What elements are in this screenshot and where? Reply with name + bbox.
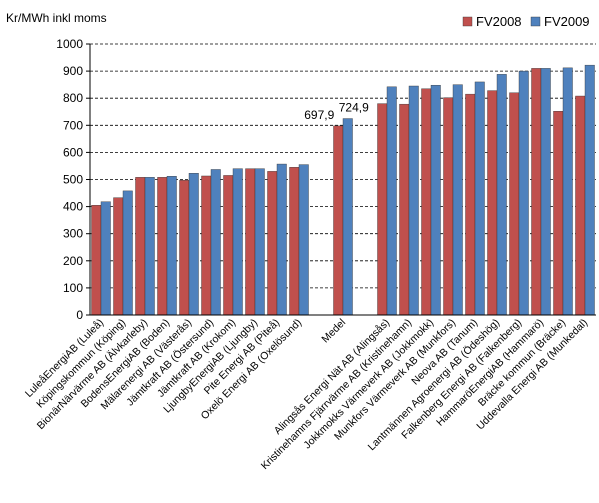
bar-fv2009 <box>144 177 155 316</box>
bar-fv2008 <box>113 197 124 316</box>
bar-fv2008 <box>91 205 102 316</box>
bar-fv2008 <box>443 97 454 316</box>
data-labels: 697,9 724,9 <box>304 101 369 122</box>
y-tick-label: 700 <box>63 118 83 132</box>
bars <box>91 64 595 316</box>
bar-fv2008 <box>553 111 564 316</box>
y-axis-label: Kr/MWh inkl moms <box>6 11 107 25</box>
bar-fv2009 <box>518 70 529 316</box>
y-tick-label: 200 <box>63 254 83 268</box>
bar-fv2008 <box>421 88 432 316</box>
bar-fv2009 <box>562 67 573 316</box>
bar-fv2009 <box>210 169 221 316</box>
bar-fv2009 <box>584 64 595 316</box>
x-tick-label: Medel <box>319 317 348 346</box>
bar-fv2009 <box>452 84 463 316</box>
bar-fv2008 <box>179 180 190 316</box>
y-tick-label: 1000 <box>56 37 83 51</box>
bar-fv2009 <box>100 201 111 316</box>
bar-fv2009 <box>298 164 309 316</box>
y-tick-label: 500 <box>63 173 83 187</box>
bar-fv2009 <box>540 68 551 316</box>
bar-fv2009 <box>122 190 133 316</box>
y-tick-label: 0 <box>76 308 83 322</box>
bar-fv2008 <box>531 68 542 316</box>
bar-fv2008 <box>377 103 388 316</box>
legend-swatch-fv2009 <box>530 16 541 27</box>
bar-fv2009 <box>430 84 441 316</box>
bar-fv2008 <box>245 168 256 316</box>
bar-fv2008 <box>575 95 586 316</box>
legend: FV2008 FV2009 <box>462 14 590 29</box>
bar-fv2008 <box>267 171 278 316</box>
bar-fv2008 <box>223 175 234 316</box>
legend-label: FV2008 <box>476 14 522 29</box>
bar-fv2009 <box>408 85 419 316</box>
bar-fv2008 <box>201 175 212 316</box>
y-tick-label: 800 <box>63 91 83 105</box>
bar-fv2008 <box>509 92 520 316</box>
y-tick-label: 400 <box>63 200 83 214</box>
bar-fv2008 <box>399 103 410 316</box>
bar-fv2009 <box>166 176 177 316</box>
bar-fv2008 <box>157 177 168 316</box>
bar-fv2008 <box>135 177 146 316</box>
bar-fv2009 <box>496 74 507 316</box>
bar-fv2009 <box>386 86 397 316</box>
bar-fv2009 <box>474 81 485 316</box>
bar-fv2008 <box>487 90 498 316</box>
data-label: 697,9 <box>304 108 334 122</box>
bar-fv2008 <box>465 93 476 316</box>
bar-fv2009 <box>188 173 199 316</box>
y-tick-label: 100 <box>63 281 83 295</box>
y-tick-label: 600 <box>63 145 83 159</box>
bar-fv2008 <box>333 125 344 316</box>
bar-fv2008 <box>289 167 300 316</box>
data-label: 724,9 <box>339 101 369 115</box>
y-tick-label: 900 <box>63 64 83 78</box>
bar-fv2009 <box>342 118 353 316</box>
bar-fv2009 <box>276 163 287 316</box>
legend-swatch-fv2008 <box>462 16 473 27</box>
bar-fv2009 <box>232 168 243 316</box>
bar-fv2009 <box>254 168 265 316</box>
legend-label: FV2009 <box>544 14 590 29</box>
y-tick-label: 300 <box>63 227 83 241</box>
